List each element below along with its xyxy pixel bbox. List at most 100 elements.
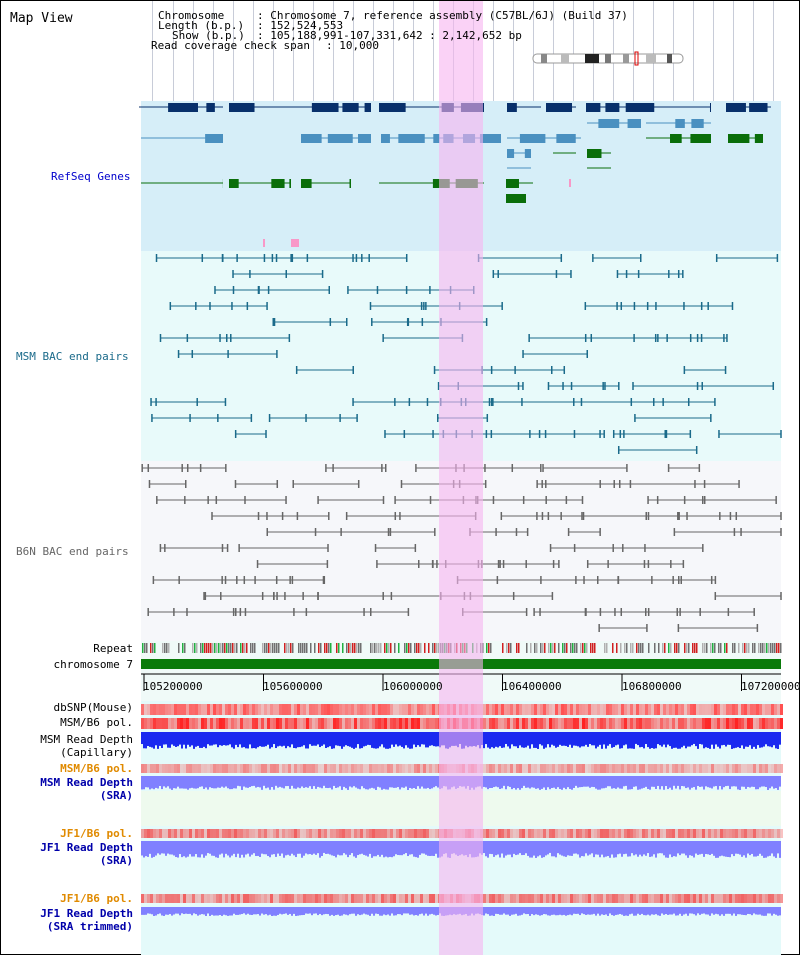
read-depth-bar [283, 732, 285, 746]
heat-strip-cell [540, 704, 543, 715]
read-depth-bar [225, 776, 227, 787]
heat-strip-cell [381, 704, 384, 715]
heat-strip-cell [282, 704, 285, 715]
heat-strip-cell [690, 894, 693, 903]
read-depth-bar [193, 732, 195, 749]
heat-strip-cell [399, 704, 402, 715]
read-depth-bar [421, 776, 423, 787]
heat-strip-cell [369, 829, 372, 838]
repeat-mark [182, 643, 184, 653]
heat-strip-cell [147, 764, 150, 773]
heat-strip-cell [687, 894, 690, 903]
repeat-mark [720, 643, 722, 653]
read-depth-bar [219, 732, 221, 746]
heat-strip-cell [609, 829, 612, 838]
read-depth-bar [359, 841, 361, 855]
repeat-mark [772, 643, 774, 653]
repeat-mark [762, 643, 764, 653]
heat-strip-cell [579, 718, 582, 729]
heat-strip-cell [210, 704, 213, 715]
gene-exon [754, 134, 763, 143]
read-depth-bar [341, 907, 343, 916]
heat-strip-cell [531, 718, 534, 729]
heat-strip-cell [762, 764, 765, 773]
read-depth-bar [237, 907, 239, 915]
read-depth-bar [355, 907, 357, 916]
gene-exon [271, 179, 285, 188]
read-depth-bar [363, 732, 365, 747]
read-depth-bar [529, 841, 531, 858]
heat-strip-cell [372, 894, 375, 903]
heat-strip-cell [630, 704, 633, 715]
read-depth-bar [371, 907, 373, 914]
jf1-read-depth-sra-label: JF1 Read Depth [40, 841, 133, 854]
read-depth-bar [217, 841, 219, 858]
read-depth-bar [307, 776, 309, 788]
read-depth-bar [679, 907, 681, 914]
read-depth-bar [653, 841, 655, 855]
read-depth-bar [315, 776, 317, 789]
read-depth-bar [433, 841, 435, 857]
gene-exon [398, 134, 425, 143]
read-depth-bar [307, 841, 309, 855]
heat-strip-cell [315, 704, 318, 715]
heat-strip-cell [255, 764, 258, 773]
heat-strip-cell [507, 894, 510, 903]
heat-strip-cell [303, 764, 306, 773]
heat-strip-cell [714, 764, 717, 773]
heat-strip-cell [765, 764, 768, 773]
repeat-mark [604, 643, 606, 653]
heat-strip-cell [486, 829, 489, 838]
read-depth-bar [329, 776, 331, 788]
read-depth-bar [545, 732, 547, 748]
heat-strip-cell [246, 704, 249, 715]
msm-bac-label[interactable]: MSM BAC end pairs [16, 350, 129, 363]
read-depth-bar [143, 732, 145, 749]
read-depth-bar [421, 907, 423, 914]
read-depth-bar [343, 776, 345, 787]
read-depth-bar [283, 907, 285, 914]
read-depth-bar [255, 732, 257, 749]
heat-strip-cell [366, 894, 369, 903]
repeat-mark [486, 643, 488, 653]
heat-strip-cell [576, 894, 579, 903]
heat-strip-cell [255, 718, 258, 729]
read-depth-bar [559, 732, 561, 745]
read-depth-bar [169, 841, 171, 855]
heat-strip-cell [354, 704, 357, 715]
heat-strip-cell [561, 764, 564, 773]
heat-strip-cell [345, 764, 348, 773]
refseq-genes-label[interactable]: RefSeq Genes [51, 170, 131, 183]
read-depth-bar [155, 732, 157, 746]
heat-strip-cell [435, 829, 438, 838]
heat-strip-cell [552, 718, 555, 729]
heat-strip-cell [669, 894, 672, 903]
read-depth-bar [375, 776, 377, 790]
heat-strip-cell [261, 764, 264, 773]
read-depth-bar [743, 907, 745, 915]
heat-strip-cell [708, 764, 711, 773]
read-depth-bar [215, 776, 217, 789]
heat-strip-cell [492, 894, 495, 903]
read-depth-bar [563, 907, 565, 915]
read-depth-bar [191, 776, 193, 788]
read-depth-bar [741, 841, 743, 857]
repeat-mark [746, 643, 748, 653]
read-depth-bar [293, 841, 295, 856]
heat-strip-cell [774, 829, 777, 838]
heat-strip-cell [687, 718, 690, 729]
repeat-mark [298, 643, 300, 653]
read-depth-bar [487, 907, 489, 915]
read-depth-bar [183, 907, 185, 915]
read-depth-bar [405, 732, 407, 746]
b6n-bac-label[interactable]: B6N BAC end pairs [16, 545, 129, 558]
read-depth-bar [547, 907, 549, 916]
heat-strip-cell [216, 829, 219, 838]
heat-strip-cell [753, 829, 756, 838]
read-depth-bar [147, 776, 149, 788]
heat-strip-cell [318, 704, 321, 715]
read-depth-bar [153, 907, 155, 916]
heat-strip-cell [201, 704, 204, 715]
read-depth-bar [669, 776, 671, 788]
